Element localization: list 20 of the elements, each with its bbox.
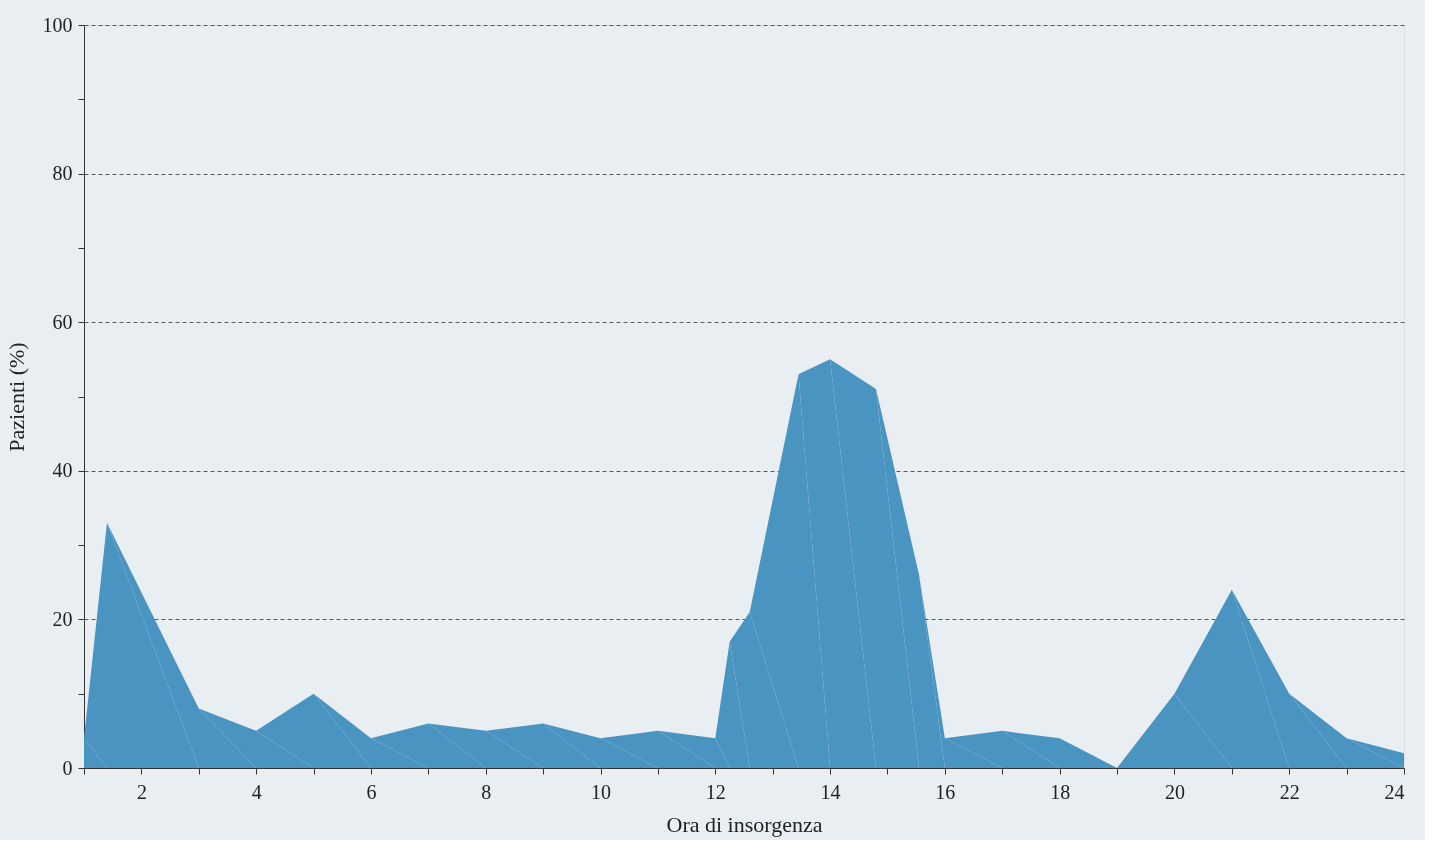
x-tick-label: 20 <box>1164 780 1185 803</box>
x-tick-label: 2 <box>136 780 147 803</box>
x-tick-label: 8 <box>481 780 492 803</box>
y-tick-label: 100 <box>42 13 73 36</box>
y-tick-label: 0 <box>62 756 73 779</box>
y-axis-title: Pazienti (%) <box>3 342 29 452</box>
x-tick-label: 10 <box>591 780 612 803</box>
y-tick-label: 20 <box>52 607 73 630</box>
x-tick-label: 6 <box>366 780 377 803</box>
x-tick-label: 24 <box>1384 780 1405 803</box>
y-tick-label: 60 <box>52 310 73 333</box>
x-tick-label: 12 <box>705 780 726 803</box>
y-tick-label: 40 <box>52 459 73 482</box>
x-tick-label: 4 <box>251 780 262 803</box>
x-tick-label: 16 <box>935 780 956 803</box>
x-tick-label: 22 <box>1279 780 1300 803</box>
y-tick-label: 80 <box>52 162 73 185</box>
x-tick-label: 14 <box>820 780 841 803</box>
x-axis-title: Ora di insorgenza <box>666 811 823 837</box>
x-tick-label: 18 <box>1050 780 1071 803</box>
